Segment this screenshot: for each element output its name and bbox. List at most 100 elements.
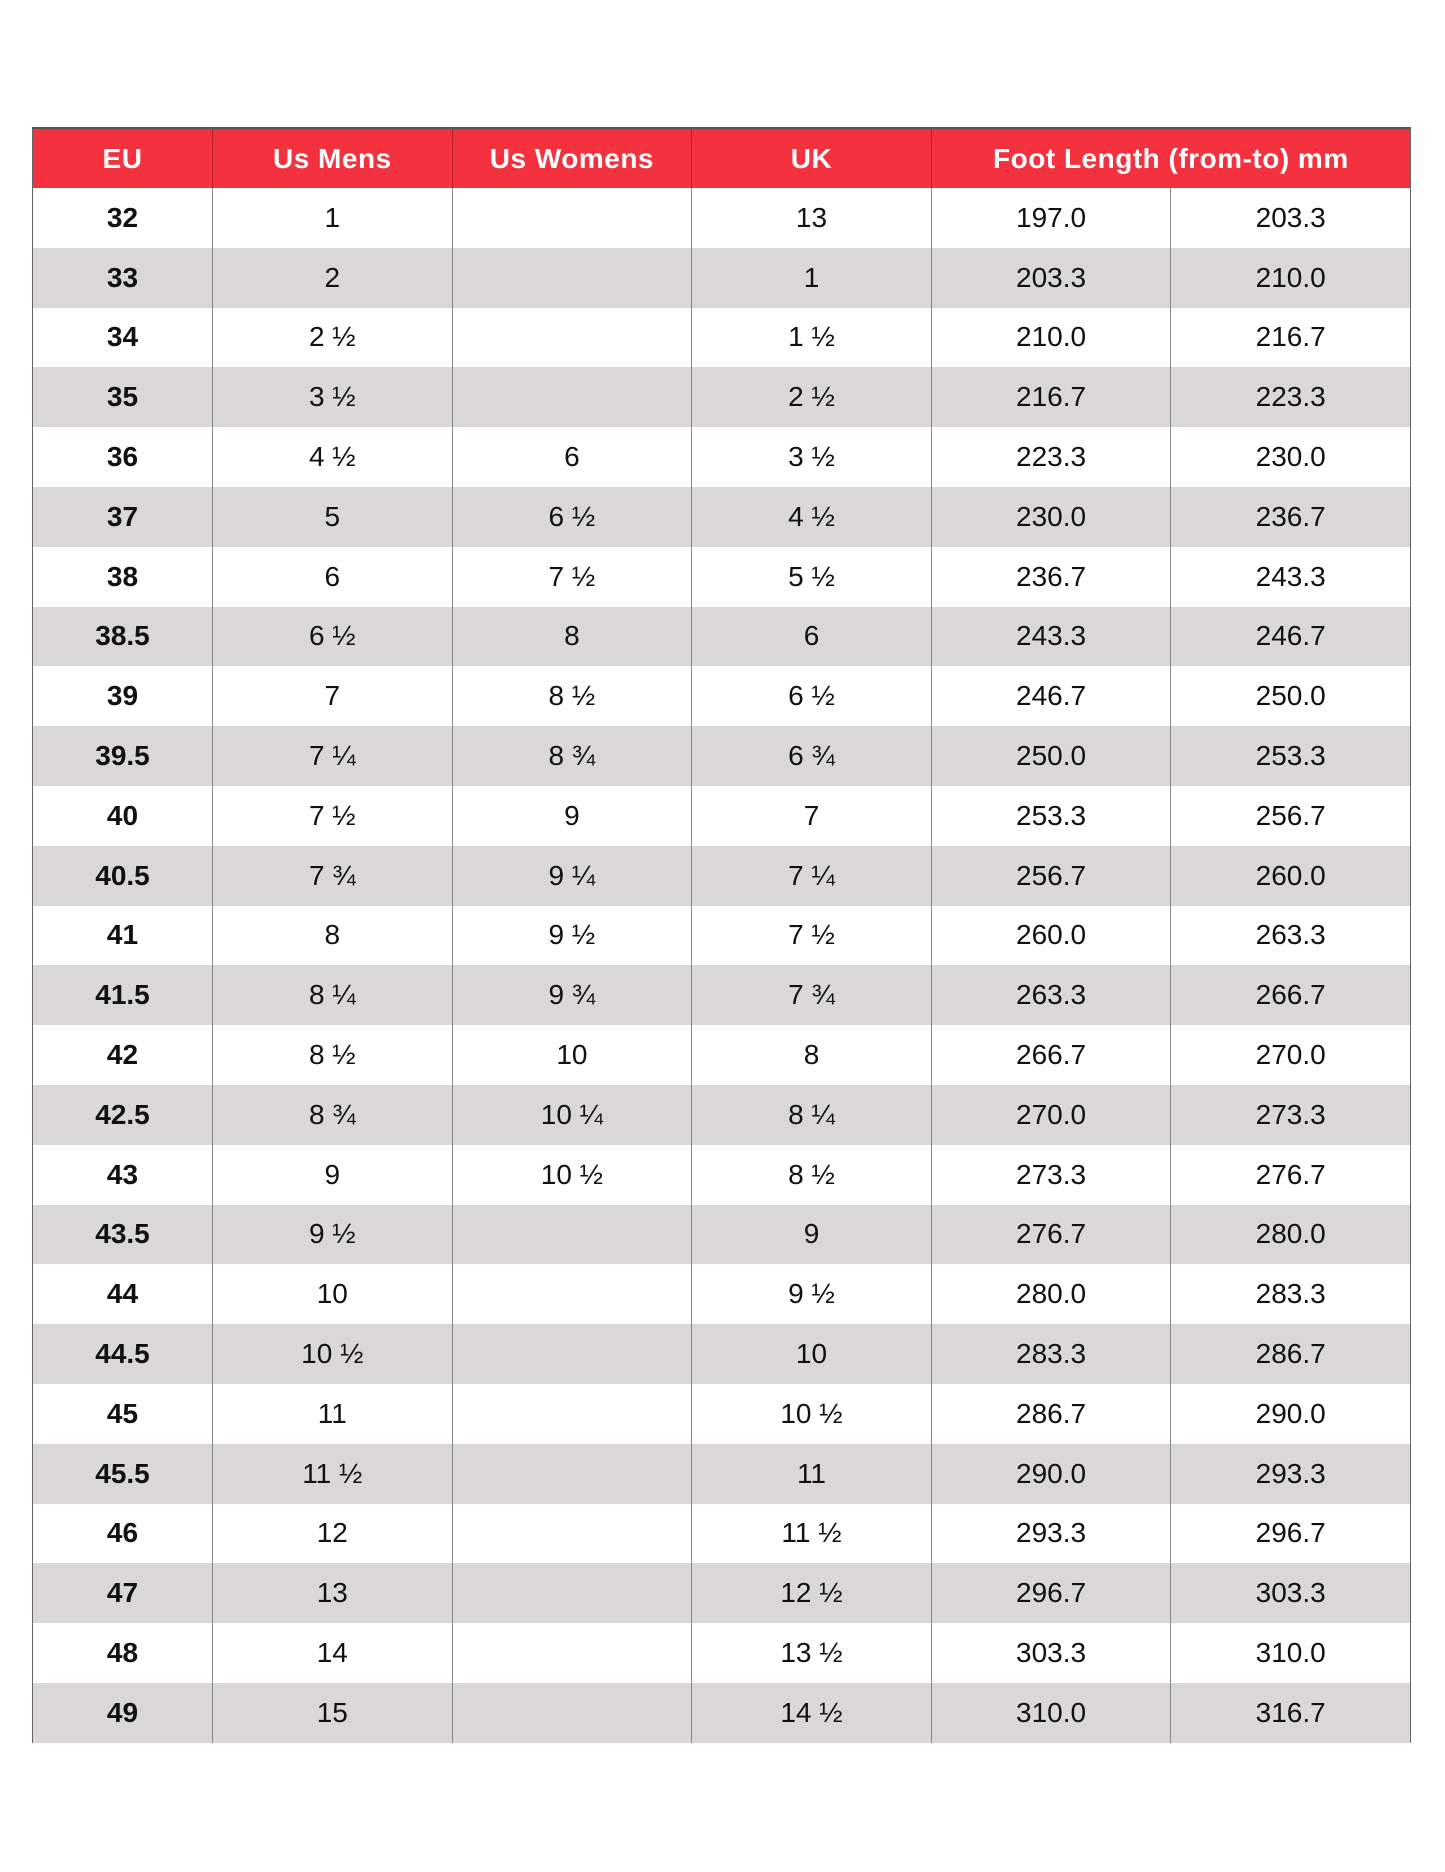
cell-uk: 11 (691, 1443, 932, 1504)
cell-uk: 7 (691, 785, 932, 846)
cell-foot-length-to: 223.3 (1170, 367, 1411, 428)
cell-foot-length-from: 280.0 (931, 1264, 1172, 1325)
cell-foot-length-from: 243.3 (931, 606, 1172, 667)
cell-us-womens (452, 1682, 693, 1743)
cell-foot-length-to: 256.7 (1255, 799, 1326, 831)
cell-us-womens (452, 1204, 693, 1265)
cell-foot-length-from: 253.3 (931, 785, 1172, 846)
table-row: 42 8 ½ 10 8 266.7 270.0 (32, 1025, 1411, 1085)
cell-uk: 7 ¾ (691, 965, 932, 1026)
cell-uk: 8 ¼ (691, 1084, 932, 1145)
table-row: 46 12 11 ½ 293.3 296.7 (32, 1503, 1411, 1564)
cell-foot-length-from: 210.0 (931, 307, 1172, 368)
cell-us-womens (452, 1503, 693, 1564)
cell-uk: 2 ½ (691, 367, 932, 428)
cell-us-womens: 9 ¼ (452, 845, 693, 906)
cell-foot-length-from: 273.3 (931, 1144, 1172, 1205)
cell-eu: 34 (32, 307, 213, 368)
cell-foot-length-to: 266.7 (1170, 965, 1411, 1026)
cell-eu: 43.5 (32, 1204, 213, 1265)
cell-foot-length-to: 310.0 (1255, 1637, 1326, 1669)
table-row: 45 11 10 ½ 286.7 290.0 (32, 1383, 1411, 1444)
cell-uk: 8 ½ (691, 1144, 932, 1205)
cell-eu: 48 (32, 1623, 213, 1683)
cell-foot-length-to: 270.0 (1255, 1039, 1326, 1071)
cell-eu: 44 (32, 1264, 213, 1325)
cell-eu: 43 (32, 1144, 213, 1205)
cell-eu: 39.5 (32, 726, 213, 786)
cell-eu: 37 (32, 486, 213, 547)
cell-uk: 9 ½ (691, 1264, 932, 1325)
cell-us-womens (452, 1264, 693, 1325)
cell-foot-length-from: 303.3 (931, 1623, 1172, 1683)
table-row: 38.5 6 ½ 8 6 243.3 246.7 (32, 606, 1411, 667)
cell-foot-length-from: 293.3 (931, 1503, 1172, 1564)
cell-foot-length-to: 246.7 (1170, 606, 1411, 667)
table-row: 34 2 ½ 1 ½ 210.0 216.7 (32, 307, 1411, 368)
cell-us-mens: 2 ½ (212, 307, 453, 368)
table-row: 49 15 14 ½ 310.0 316.7 (32, 1682, 1411, 1743)
cell-foot-length-from: 230.0 (931, 486, 1172, 547)
cell-uk: 10 (691, 1324, 932, 1384)
cell-uk: 6 ¾ (691, 726, 932, 786)
cell-us-mens: 5 (212, 486, 453, 547)
cell-foot-length-from: 263.3 (931, 965, 1172, 1026)
cell-foot-length-from: 236.7 (931, 546, 1172, 607)
cell-uk: 7 ½ (691, 905, 932, 966)
cell-foot-length-to: 290.0 (1255, 1397, 1326, 1429)
cell-foot-length-to: 293.3 (1170, 1443, 1411, 1504)
cell-us-womens: 10 ¼ (452, 1084, 693, 1145)
cell-eu: 47 (32, 1563, 213, 1624)
header-uk: UK (691, 128, 932, 188)
cell-uk: 12 ½ (691, 1563, 932, 1624)
cell-uk: 1 ½ (691, 307, 932, 368)
cell-us-mens: 6 ½ (212, 606, 453, 667)
cell-uk: 9 (691, 1204, 932, 1265)
cell-eu: 38.5 (32, 606, 213, 667)
cell-foot-length-to: 250.0 (1255, 680, 1326, 712)
cell-eu: 32 (32, 188, 213, 248)
cell-eu: 46 (32, 1503, 213, 1564)
cell-us-womens (452, 1324, 693, 1384)
table-row: 33 2 1 203.3 210.0 (32, 247, 1411, 308)
cell-uk: 3 ½ (691, 427, 932, 487)
cell-us-mens: 11 (212, 1383, 453, 1444)
header-us-mens: Us Mens (212, 128, 453, 188)
cell-uk: 10 ½ (691, 1383, 932, 1444)
cell-foot-length-to: 286.7 (1170, 1324, 1411, 1384)
table-row: 47 13 12 ½ 296.7 303.3 (32, 1563, 1411, 1624)
cell-foot-length-from: 296.7 (931, 1563, 1172, 1624)
cell-us-mens: 13 (212, 1563, 453, 1624)
cell-eu: 44.5 (32, 1324, 213, 1384)
table-row: 45.5 11 ½ 11 290.0 293.3 (32, 1443, 1411, 1504)
cell-us-womens: 7 ½ (452, 546, 693, 607)
cell-us-mens: 6 (212, 546, 453, 607)
cell-uk: 11 ½ (691, 1503, 932, 1564)
table-row: 40 7 ½ 9 7 253.3 256.7 (32, 785, 1411, 846)
cell-eu: 38 (32, 546, 213, 607)
cell-us-mens: 1 (212, 188, 453, 248)
cell-foot-length-from: 246.7 (931, 666, 1172, 727)
cell-foot-length-from: 310.0 (931, 1682, 1172, 1743)
cell-eu: 41 (32, 905, 213, 966)
cell-us-womens: 9 ¾ (452, 965, 693, 1026)
cell-us-mens: 8 ½ (212, 1025, 453, 1085)
cell-us-womens: 6 ½ (452, 486, 693, 547)
cell-us-womens: 9 (452, 785, 693, 846)
cell-eu: 33 (32, 247, 213, 308)
cell-uk: 13 ½ (691, 1623, 932, 1683)
cell-uk: 6 ½ (691, 666, 932, 727)
cell-foot-length-to: 263.3 (1255, 919, 1326, 951)
cell-foot-length-to: 203.3 (1255, 201, 1326, 233)
cell-foot-length-from: 290.0 (931, 1443, 1172, 1504)
cell-foot-length-to: 303.3 (1170, 1563, 1411, 1624)
cell-us-womens (452, 247, 693, 308)
